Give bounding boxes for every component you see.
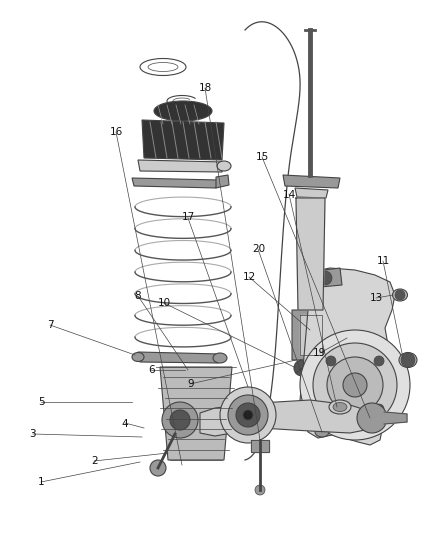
Text: 8: 8 [134, 291, 141, 301]
Polygon shape [296, 198, 325, 310]
Text: 17: 17 [182, 213, 195, 222]
Text: 13: 13 [370, 294, 383, 303]
Polygon shape [138, 352, 220, 363]
Text: 20: 20 [252, 245, 265, 254]
Polygon shape [251, 440, 269, 452]
Circle shape [326, 404, 336, 414]
Circle shape [170, 410, 190, 430]
Ellipse shape [213, 353, 227, 363]
Circle shape [150, 460, 166, 476]
Circle shape [294, 360, 310, 376]
Circle shape [220, 387, 276, 443]
Text: 19: 19 [313, 348, 326, 358]
Circle shape [357, 403, 387, 433]
Polygon shape [300, 315, 322, 355]
Text: 11: 11 [377, 256, 390, 266]
Ellipse shape [392, 289, 407, 301]
Circle shape [374, 404, 384, 414]
Circle shape [326, 356, 336, 366]
Ellipse shape [399, 352, 417, 367]
Circle shape [374, 356, 384, 366]
Circle shape [162, 402, 198, 438]
Polygon shape [308, 268, 342, 288]
Ellipse shape [132, 352, 144, 361]
Ellipse shape [315, 427, 329, 437]
Polygon shape [300, 268, 395, 445]
Polygon shape [216, 175, 229, 188]
Circle shape [401, 353, 415, 367]
Text: 14: 14 [283, 190, 296, 199]
Polygon shape [132, 178, 218, 188]
Circle shape [318, 271, 332, 285]
Text: 9: 9 [187, 379, 194, 389]
Ellipse shape [344, 332, 360, 344]
Polygon shape [142, 120, 224, 160]
Text: 10: 10 [158, 298, 171, 308]
Text: 16: 16 [110, 127, 123, 137]
Circle shape [395, 290, 405, 300]
Circle shape [255, 485, 265, 495]
Polygon shape [160, 367, 232, 460]
Text: 1: 1 [38, 478, 45, 487]
Polygon shape [138, 160, 224, 172]
Circle shape [236, 403, 260, 427]
Circle shape [327, 357, 383, 413]
Text: 5: 5 [38, 398, 45, 407]
Polygon shape [283, 175, 340, 188]
Ellipse shape [333, 402, 347, 411]
Text: 4: 4 [121, 419, 128, 429]
Text: 12: 12 [243, 272, 256, 282]
Text: 15: 15 [256, 152, 269, 162]
Ellipse shape [217, 161, 231, 171]
Polygon shape [295, 188, 328, 198]
Polygon shape [292, 310, 336, 360]
Text: 2: 2 [91, 456, 98, 466]
Text: 18: 18 [198, 83, 212, 93]
Circle shape [313, 343, 397, 427]
Text: 6: 6 [148, 366, 155, 375]
Circle shape [228, 395, 268, 435]
Circle shape [243, 410, 253, 420]
Circle shape [343, 373, 367, 397]
Ellipse shape [329, 400, 351, 414]
Text: 3: 3 [29, 430, 36, 439]
Polygon shape [384, 412, 407, 424]
Circle shape [300, 330, 410, 440]
Polygon shape [200, 400, 375, 436]
Circle shape [347, 333, 357, 343]
Ellipse shape [154, 101, 212, 121]
Text: 7: 7 [47, 320, 54, 330]
